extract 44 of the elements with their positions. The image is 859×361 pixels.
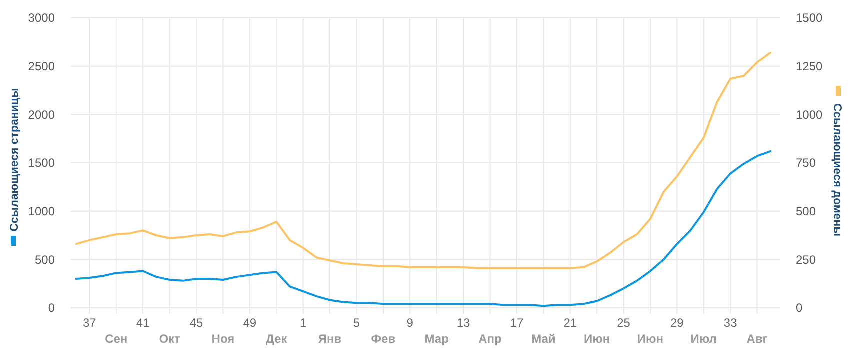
y2-tick-label: 1250 (796, 60, 824, 74)
x-tick-label: Апр (478, 332, 502, 346)
line-series (75, 150, 772, 308)
x-tick-label: 17 (510, 316, 524, 330)
y-tick-label: 500 (34, 252, 56, 267)
y2-tick-label: 1500 (796, 11, 824, 26)
y2-tick-label: 0 (796, 301, 803, 316)
x-tick-label: Авг (746, 332, 768, 346)
x-tick-label: Июл (690, 332, 717, 346)
line-series (75, 52, 772, 270)
x-tick-label: 13 (456, 316, 471, 330)
y-tick-label: 1000 (28, 204, 56, 219)
x-tick-label: 33 (724, 316, 738, 330)
x-tick-label: 5 (353, 316, 360, 330)
y2-tick-label: 750 (796, 156, 816, 170)
y2-tick-label: 250 (796, 252, 816, 267)
x-tick-label: Ноя (212, 332, 235, 346)
x-tick-label: Мар (424, 332, 449, 346)
y-tick-label: 3000 (28, 11, 56, 26)
x-tick-label: Сен (105, 332, 128, 346)
x-tick-label: 49 (243, 316, 257, 330)
x-tick-label: Июн (637, 332, 664, 346)
x-tick-label: 37 (83, 316, 97, 330)
x-tick-label: 1 (300, 316, 307, 330)
y-tick-label: 0 (48, 301, 56, 316)
x-tick-label: Окт (159, 332, 181, 346)
x-tick-label: Май (532, 332, 556, 346)
y-tick-label: 2000 (28, 108, 56, 122)
x-tick-label: 45 (190, 316, 204, 330)
x-tick-label: Июн (584, 332, 610, 346)
x-tick-label: 21 (564, 316, 578, 330)
y2-axis-title: Ссылающиеся домены (830, 103, 843, 237)
x-tick-label: Дек (266, 332, 288, 346)
x-tick-label: 29 (670, 316, 684, 330)
y-tick-label: 2500 (28, 60, 56, 74)
y-axis-title: Ссылающиеся страницы (9, 88, 22, 232)
x-tick-label: 25 (617, 316, 631, 330)
y2-tick-label: 500 (796, 204, 816, 219)
x-tick-label: Фев (371, 332, 396, 346)
x-tick-label: Янв (318, 332, 342, 346)
x-tick-label: 41 (136, 316, 150, 330)
y2-tick-label: 1000 (796, 108, 824, 122)
x-tick-label: 9 (406, 316, 414, 330)
y-tick-label: 1500 (28, 156, 56, 170)
